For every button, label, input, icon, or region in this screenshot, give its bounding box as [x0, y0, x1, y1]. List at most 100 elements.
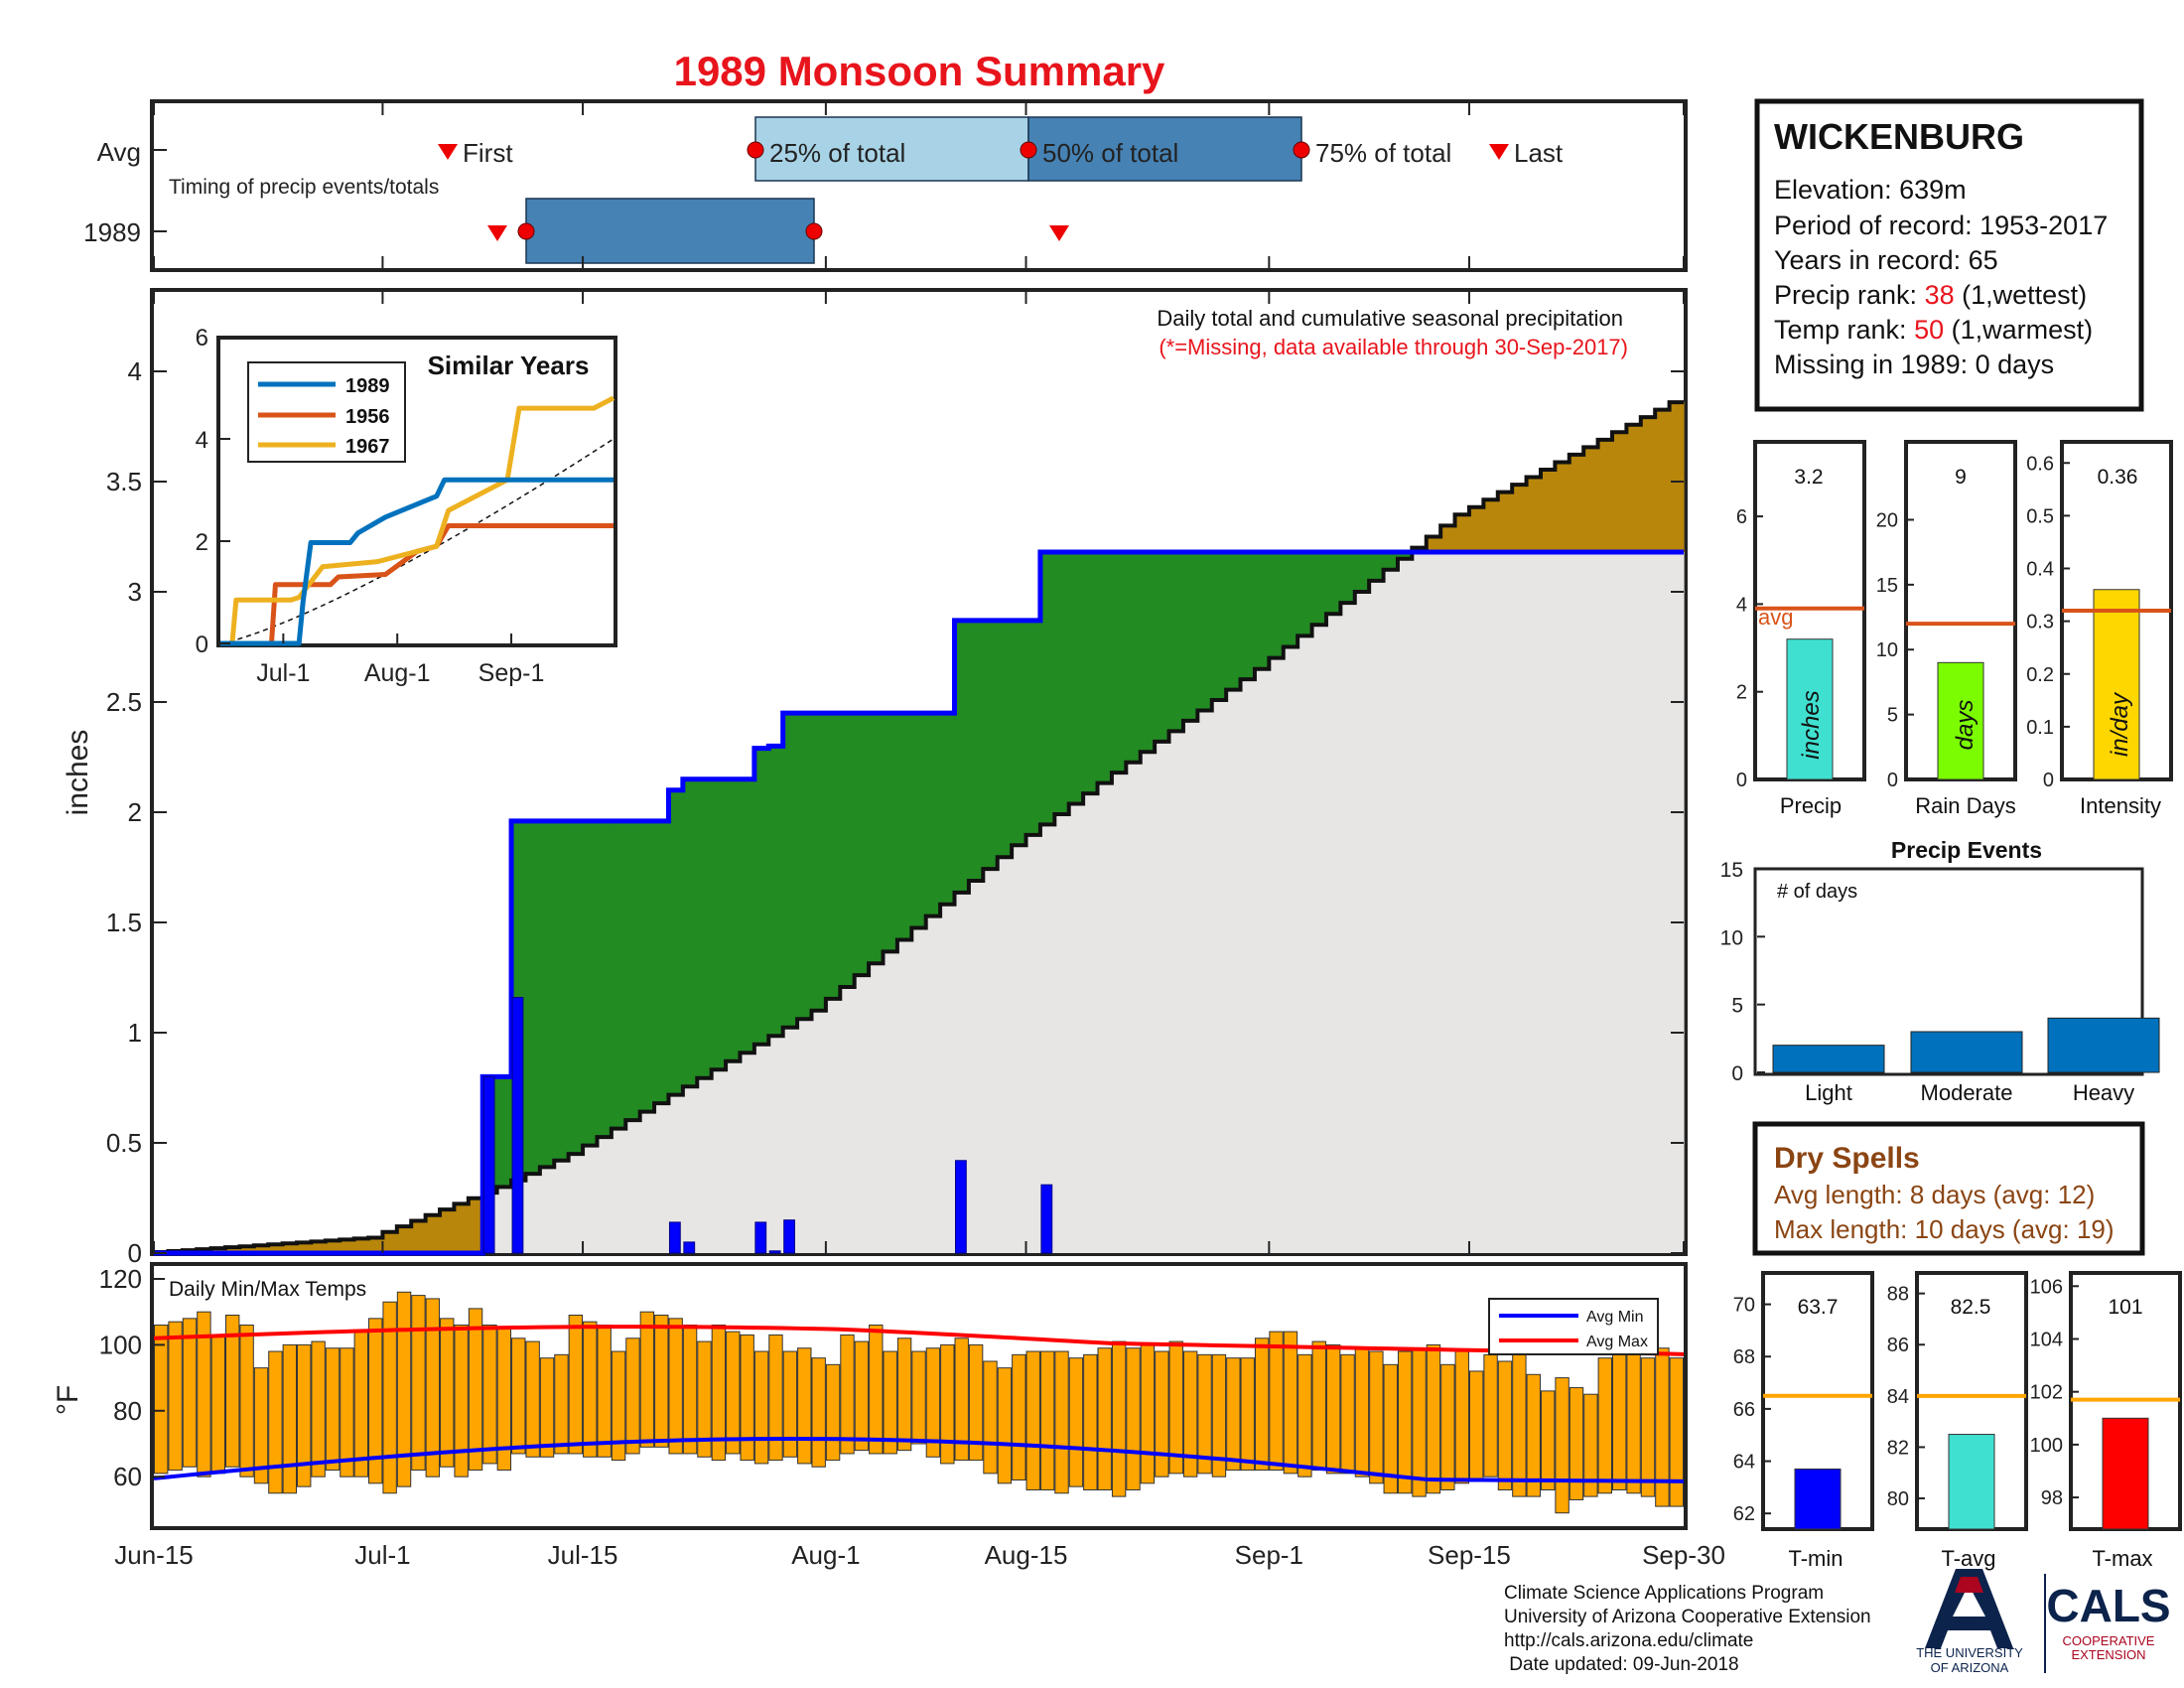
- normal-fill-segment: [1626, 552, 1642, 1253]
- surplus-fill-segment: [496, 1076, 512, 1188]
- deficit-fill-segment: [1626, 424, 1642, 553]
- temp-legend-max: Avg Max: [1586, 1334, 1648, 1350]
- deficit-fill-segment: [1569, 454, 1584, 553]
- inset-xtick-label: Sep-1: [478, 659, 545, 687]
- daily-temp-bar: [1039, 1350, 1055, 1490]
- surplus-fill-segment: [1211, 552, 1227, 701]
- daily-temp-bar: [210, 1334, 226, 1475]
- normal-fill-segment: [1454, 552, 1470, 1253]
- daily-precip-bar: [768, 1250, 781, 1254]
- year-25-75-box: [525, 198, 815, 264]
- inset-ytick-label: 4: [196, 427, 208, 454]
- deficit-fill-segment: [353, 1238, 369, 1253]
- normal-fill-segment: [1354, 592, 1370, 1253]
- cals-logo: CALS COOPERATIVE EXTENSION: [2044, 1574, 2171, 1673]
- daily-temp-bar: [639, 1311, 655, 1448]
- deficit-fill-segment: [1497, 492, 1513, 553]
- timing-panel: Avg 1989 Timing of precip events/totals …: [83, 99, 1688, 272]
- main-ytick-label: 1.5: [106, 908, 142, 937]
- daily-temp-bar: [682, 1324, 698, 1455]
- deficit-fill-segment: [411, 1220, 427, 1253]
- normal-fill-segment: [940, 904, 956, 1253]
- avg-50-marker: [1020, 141, 1037, 159]
- surplus-fill-segment: [968, 620, 984, 881]
- daily-temp-bar: [611, 1350, 626, 1462]
- inset-series-line: [220, 395, 615, 646]
- daily-temp-bar: [1254, 1337, 1270, 1472]
- surplus-fill-segment: [1054, 552, 1070, 814]
- normal-fill-segment: [625, 1120, 641, 1253]
- daily-temp-bar: [1297, 1353, 1312, 1477]
- normal-fill-segment: [583, 1145, 599, 1253]
- normal-fill-segment: [554, 1160, 570, 1253]
- raindays-ytick-label: 15: [1876, 575, 1898, 597]
- dry-spells-avg: Avg length: 8 days (avg: 12): [1774, 1180, 2095, 1209]
- daily-temp-bar: [740, 1334, 754, 1462]
- daily-temp-bar: [1597, 1357, 1612, 1494]
- normal-fill-segment: [753, 1044, 769, 1253]
- temp-ylabel: °F: [52, 1385, 84, 1415]
- daily-temp-bar: [282, 1343, 298, 1494]
- surplus-fill-segment: [697, 778, 713, 1078]
- daily-temp-bar: [1640, 1357, 1656, 1497]
- normal-fill-segment: [1054, 813, 1070, 1253]
- station-period: Period of record: 1953-2017: [1774, 211, 2108, 240]
- cals-logo-line-2: EXTENSION: [2071, 1647, 2145, 1662]
- normal-fill-segment: [1526, 552, 1542, 1253]
- timing-avg-label: Avg: [97, 137, 141, 167]
- normal-fill-segment: [1426, 552, 1441, 1253]
- daily-precip-bar: [754, 1221, 767, 1254]
- tmin-xlabel: T-min: [1789, 1546, 1843, 1571]
- normal-fill-segment: [1254, 668, 1270, 1253]
- surplus-fill-segment: [682, 778, 698, 1087]
- deficit-fill-segment: [1540, 470, 1556, 553]
- normal-fill-segment: [896, 939, 912, 1253]
- daily-temp-bar: [1440, 1363, 1455, 1490]
- avg-50-75-box: [1027, 116, 1302, 182]
- inset-xtick-label: Aug-1: [364, 659, 431, 687]
- surplus-fill-segment: [1168, 552, 1184, 732]
- precip-avg-label: avg: [1758, 605, 1793, 630]
- normal-fill-segment: [1168, 731, 1184, 1253]
- precip-xlabel: Precip: [1780, 793, 1842, 818]
- temp-legend-min: Avg Min: [1586, 1309, 1644, 1326]
- daily-temp-bar: [1569, 1387, 1584, 1500]
- daily-temp-bar: [1311, 1340, 1326, 1472]
- daily-temp-bar: [1655, 1347, 1670, 1507]
- daily-temp-bar: [297, 1343, 312, 1487]
- normal-fill-segment: [883, 951, 898, 1253]
- daily-temp-bar: [1182, 1350, 1198, 1477]
- avg-75-marker: [1293, 141, 1310, 159]
- daily-temp-bar: [1068, 1357, 1084, 1487]
- normal-fill-segment: [768, 1036, 784, 1253]
- timing-year-label: 1989: [83, 217, 141, 247]
- raindays-xlabel: Rain Days: [1915, 793, 2015, 818]
- deficit-fill-segment: [1555, 462, 1570, 553]
- temp-chart: Daily Min/Max Temps °F Avg Min Avg Max 6…: [52, 1262, 1688, 1530]
- normal-fill-segment: [869, 963, 885, 1253]
- normal-fill-segment: [597, 1137, 613, 1253]
- main-marks: [152, 400, 1685, 1256]
- deficit-fill-segment: [425, 1214, 441, 1253]
- surplus-fill-segment: [1039, 552, 1055, 825]
- daily-temp-bar: [583, 1321, 598, 1458]
- station-precip-rank: Precip rank: 38 (1,wettest): [1774, 280, 2087, 310]
- daily-temp-bar: [1383, 1363, 1398, 1494]
- surplus-fill-segment: [997, 620, 1013, 858]
- daily-temp-bar: [1083, 1353, 1098, 1490]
- daily-temp-bar: [554, 1353, 569, 1455]
- daily-temp-bar: [1412, 1347, 1427, 1497]
- deficit-fill-segment: [253, 1245, 269, 1253]
- daily-temp-bar: [1240, 1357, 1255, 1472]
- raindays-ytick-label: 20: [1876, 509, 1898, 531]
- temp-legend: Avg Min Avg Max: [1488, 1298, 1659, 1355]
- events-ytick-label: 0: [1731, 1062, 1743, 1085]
- daily-temp-bar: [983, 1360, 998, 1475]
- similar-years-inset: Similar Years 1989 1956 1967 0 2 4 6 Jul-1 Au…: [196, 325, 617, 687]
- tmax-ytick-label: 106: [2030, 1276, 2063, 1298]
- tmin-value: 63.7: [1798, 1296, 1839, 1319]
- precip-stat-bars: 0 2 4 6 0 5 10 15 20 0 0.1 0.2 0.3 0.4 0.5 0.6 3.2 9 0.…: [1736, 440, 2173, 818]
- normal-fill-segment: [1155, 741, 1170, 1253]
- raindays-inner-label: days: [1952, 700, 1979, 751]
